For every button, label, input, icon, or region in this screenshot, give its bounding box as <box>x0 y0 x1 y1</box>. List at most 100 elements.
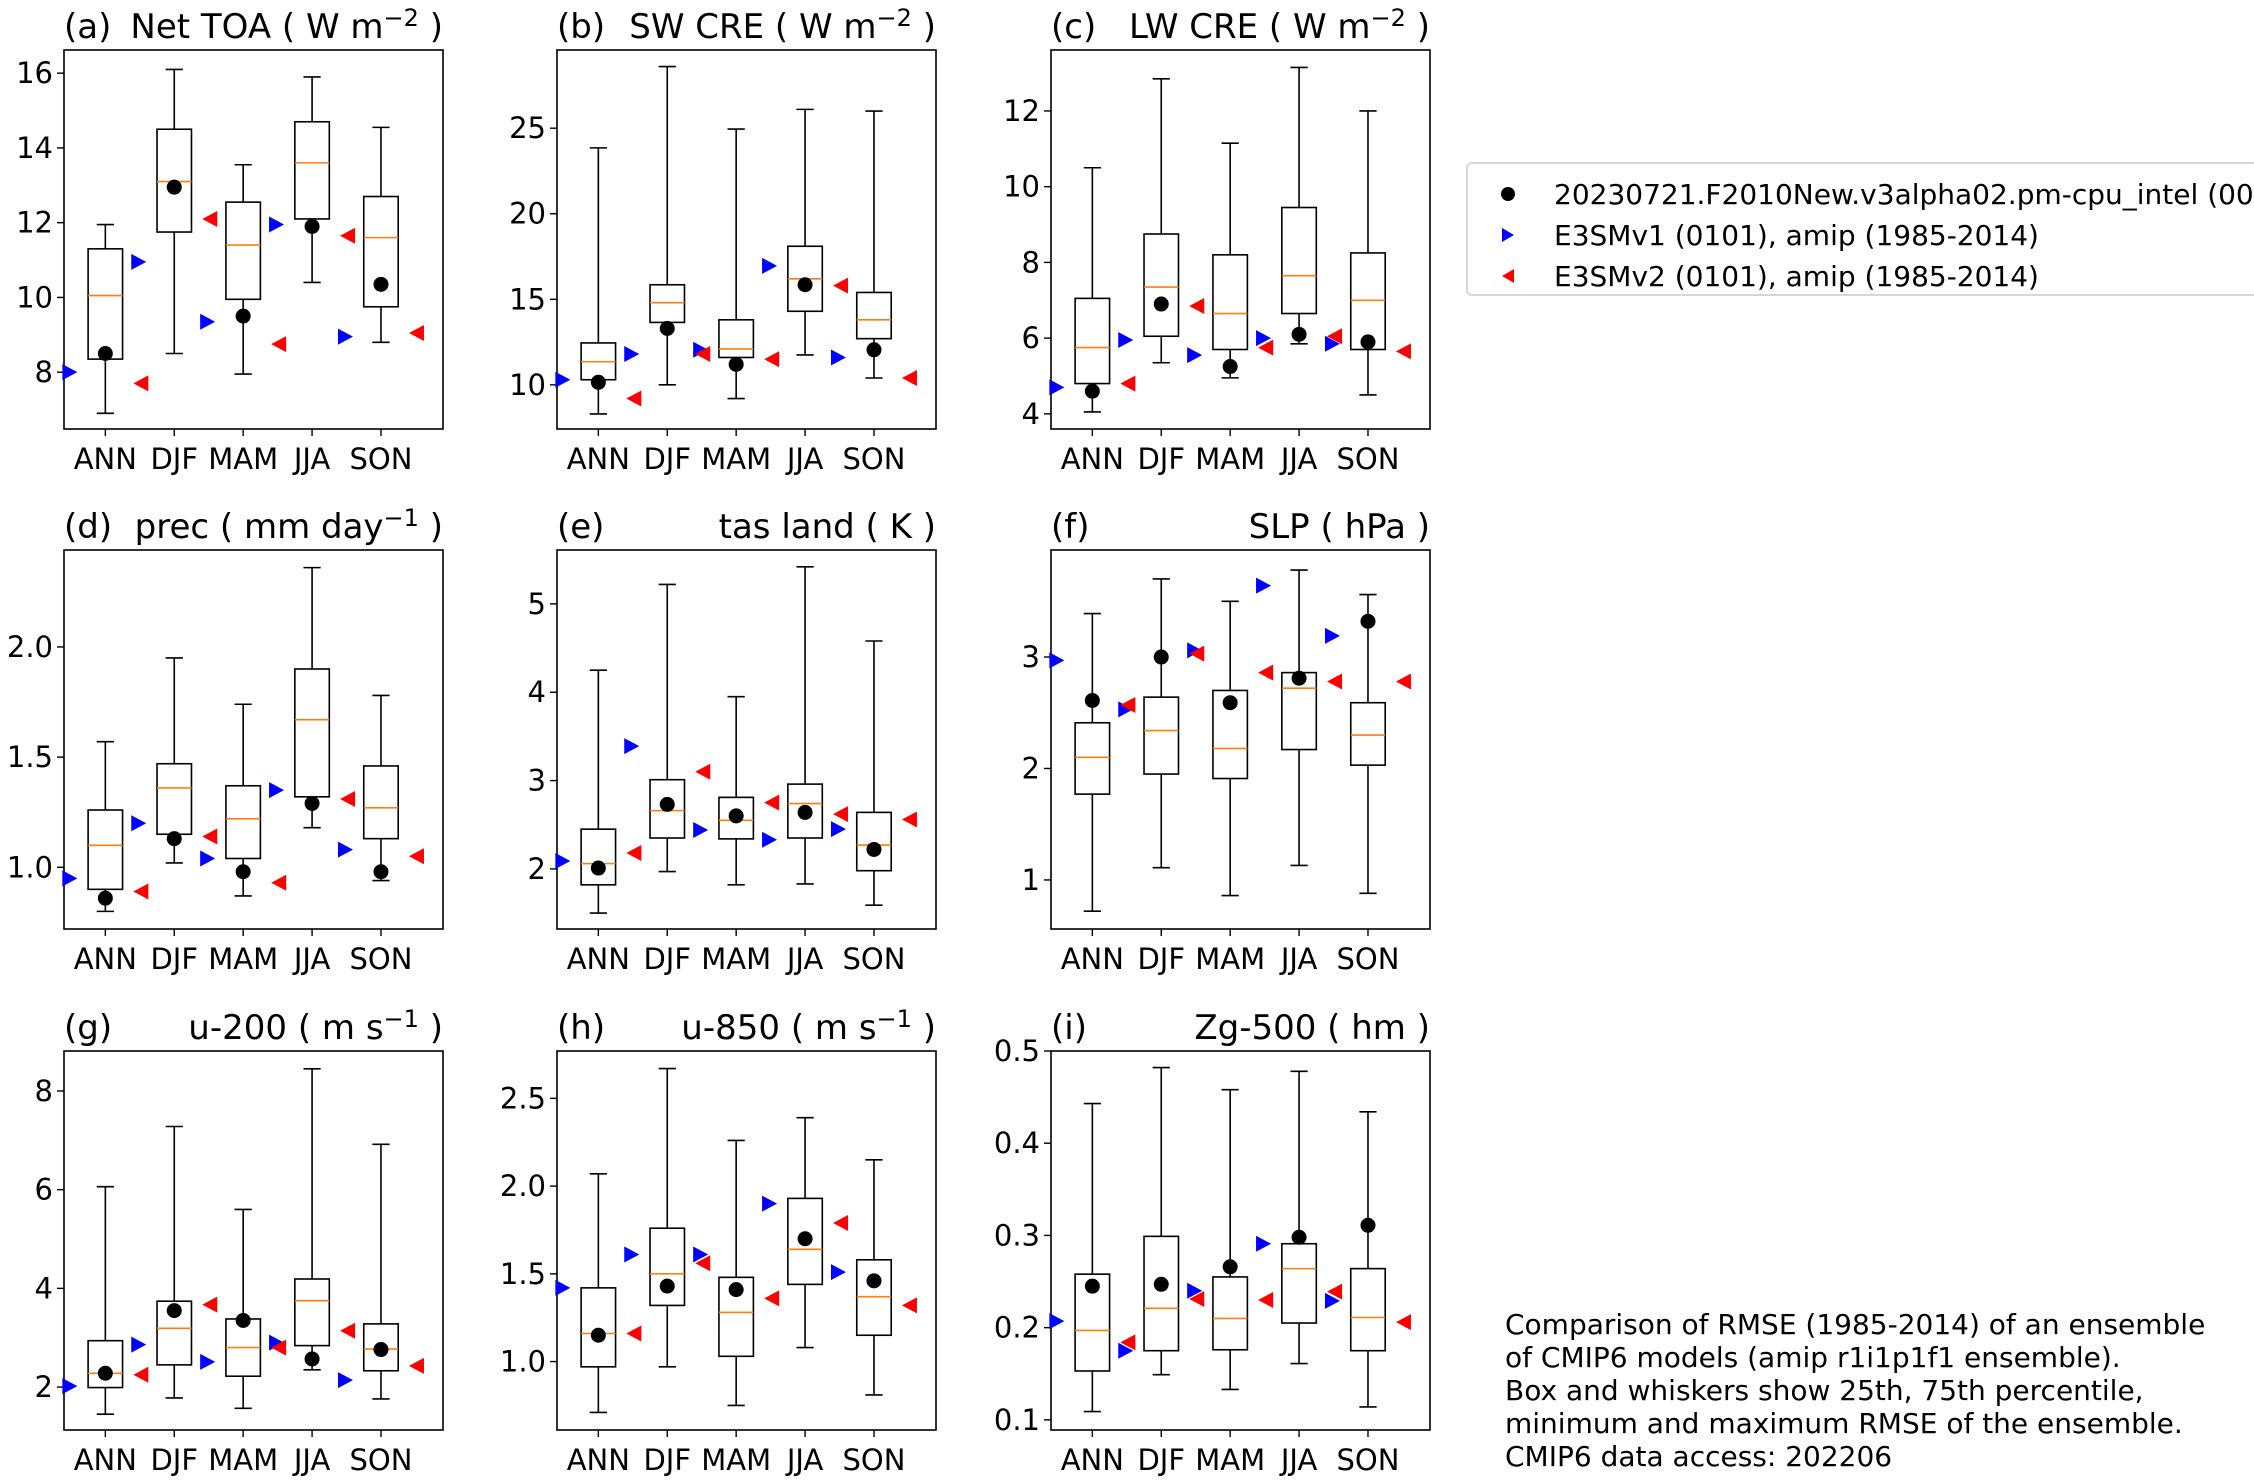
panel-label: (b) <box>557 7 605 47</box>
iqr-box <box>156 1300 193 1366</box>
panel-label: (d) <box>64 507 112 547</box>
panel-title: prec ( mm day−1 ) <box>135 504 443 547</box>
x-tick-label: ANN <box>567 442 630 476</box>
e3smv1-point <box>555 371 571 388</box>
e3smv2-point <box>340 1322 356 1339</box>
e3smv2-point <box>1258 664 1274 681</box>
x-tick-label: MAM <box>208 1443 278 1477</box>
e3smv1-point <box>1187 1282 1203 1299</box>
box-MAM <box>225 703 262 897</box>
axes-frame <box>63 49 444 430</box>
iqr-box <box>855 291 893 340</box>
e3smv2-point <box>1189 297 1205 314</box>
e3smv1-point <box>200 1353 216 1370</box>
x-tick-label: JJA <box>1279 1443 1318 1477</box>
test-run-point <box>1222 695 1238 711</box>
x-tick-label: MAM <box>1195 942 1265 976</box>
x-tick-label: DJF <box>150 442 198 476</box>
e3smv2-point <box>133 375 149 392</box>
e3smv2-point <box>1120 1334 1136 1351</box>
e3smv1-point <box>269 216 285 233</box>
box-ANN <box>580 147 617 415</box>
e3smv1-point <box>62 1378 78 1395</box>
iqr-box <box>1143 696 1180 775</box>
x-tick-label: MAM <box>208 442 278 476</box>
x-tick-label: SON <box>1337 1443 1400 1477</box>
box-DJF <box>649 1067 686 1368</box>
box-ANN <box>1074 1102 1111 1413</box>
e3smv1-point <box>693 822 709 839</box>
box-DJF <box>1143 77 1180 364</box>
x-tick-label: SON <box>843 1443 906 1477</box>
axes-frame <box>63 1050 444 1431</box>
box-ANN <box>1074 166 1111 413</box>
box-SON <box>1349 1111 1387 1408</box>
e3smv1-point <box>762 257 778 274</box>
figure-caption: Comparison of RMSE (1985-2014) of an ens… <box>1505 1308 2245 1473</box>
e3smv1-point <box>1324 335 1340 352</box>
box-MAM <box>718 1139 755 1407</box>
test-run-point <box>304 795 320 811</box>
iqr-box <box>718 796 755 840</box>
test-run-point <box>304 218 320 234</box>
iqr-box <box>718 1276 755 1358</box>
e3smv2-point <box>340 790 356 807</box>
x-tick-label: ANN <box>74 1443 137 1477</box>
y-tick-label: 0.5 <box>994 1034 1040 1068</box>
box-DJF <box>649 583 686 873</box>
box-ANN <box>580 669 617 914</box>
y-tick-label: 0.2 <box>994 1311 1040 1345</box>
box-MAM <box>718 695 755 886</box>
box-ANN <box>580 1173 617 1414</box>
iqr-box <box>362 195 400 308</box>
box-JJA <box>294 1067 331 1371</box>
box-MAM <box>1212 1088 1249 1391</box>
box-SON <box>362 694 400 882</box>
box-JJA <box>1281 569 1318 867</box>
axes-frame <box>1050 549 1431 930</box>
y-tick-label: 4 <box>528 675 546 709</box>
red-left-triangle-icon <box>1494 268 1522 284</box>
panel-g: 2 4 6 8 ANN DJF MAM JJA SON (g) u-200 ( m s−1 ) <box>35 1005 444 1477</box>
iqr-box <box>649 283 686 324</box>
e3smv1-point <box>624 346 640 363</box>
panel-h: 1.0 1.5 2.0 2.5 ANN DJF MAM JJA SON (h) u-850 ( m … <box>500 1005 937 1477</box>
e3smv1-point <box>131 253 147 270</box>
y-tick-label: 1 <box>1022 863 1040 897</box>
x-tick-label: ANN <box>74 942 137 976</box>
e3smv2-point <box>764 351 780 368</box>
box-DJF <box>156 68 193 355</box>
box-SON <box>855 640 893 906</box>
box-JJA <box>787 108 824 356</box>
iqr-box <box>1281 206 1318 315</box>
test-run-point <box>97 1365 113 1381</box>
e3smv1-point <box>693 1246 709 1263</box>
axes-frame <box>556 1050 937 1431</box>
caption-line: of CMIP6 models (amip r1i1p1f1 ensemble)… <box>1505 1341 2121 1374</box>
box-SON <box>362 1143 400 1400</box>
box-JJA <box>787 1116 824 1349</box>
e3smv1-point <box>62 364 78 381</box>
e3smv1-point <box>269 1334 285 1351</box>
box-SON <box>362 126 400 344</box>
black-dot-icon <box>1494 186 1522 202</box>
iqr-box <box>294 120 331 220</box>
axes-frame <box>556 49 937 430</box>
x-tick-label: JJA <box>785 1443 824 1477</box>
e3smv2-point <box>626 845 642 862</box>
y-tick-label: 12 <box>16 206 53 240</box>
legend-label: E3SMv1 (0101), amip (1985-2014) <box>1554 218 2039 252</box>
panel-b: 10 15 20 25 ANN DJF MAM JJA SON (b) SW CRE ( W m−2… <box>509 4 937 476</box>
e3smv2-point <box>833 277 849 294</box>
unit-exponent: −1 <box>384 504 419 532</box>
e3smv1-point <box>555 1279 571 1296</box>
box-SON <box>855 110 893 379</box>
test-run-point <box>1084 383 1100 399</box>
caption-line: CMIP6 data access: 202206 <box>1505 1440 1893 1473</box>
e3smv1-point <box>624 738 640 755</box>
legend-label: E3SMv2 (0101), amip (1985-2014) <box>1554 259 2039 293</box>
test-run-point <box>797 1231 813 1247</box>
y-tick-label: 16 <box>16 56 53 90</box>
e3smv1-point <box>1324 627 1340 644</box>
panel-label: (a) <box>64 7 111 47</box>
